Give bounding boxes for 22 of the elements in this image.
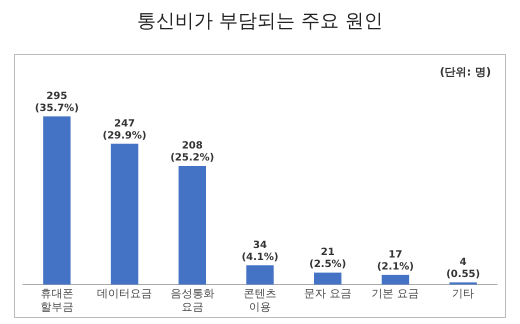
x-tick-label: 문자 요금 <box>304 287 352 300</box>
x-tick-label: 음성통화 요금 <box>170 287 214 314</box>
bar <box>110 144 138 285</box>
data-label: 4 (0.55) <box>446 256 480 280</box>
data-label: 295 (35.7%) <box>34 90 79 114</box>
bar <box>314 272 342 285</box>
bar <box>246 265 274 285</box>
bar <box>382 274 410 285</box>
data-label: 17 (2.1%) <box>376 250 414 272</box>
chart-title: 통신비가 부담되는 주요 원인 <box>136 9 384 34</box>
x-tick-label: 휴대폰 할부금 <box>40 287 74 314</box>
data-label: 208 (25.2%) <box>170 140 214 164</box>
x-tick-label: 콘텐츠 이용 <box>244 287 276 314</box>
text: (단위: 명) <box>440 65 491 78</box>
x-tick-label: 기본 요금 <box>372 287 420 300</box>
data-label: 247 (29.9%) <box>102 118 146 142</box>
x-tick-label: 기타 <box>452 287 474 300</box>
data-label: 34 (4.1%) <box>242 240 278 263</box>
bar <box>178 166 206 285</box>
x-tick-label: 데이터요금 <box>97 287 152 300</box>
bar <box>43 116 71 285</box>
data-label: 21 (2.5%) <box>309 247 346 270</box>
